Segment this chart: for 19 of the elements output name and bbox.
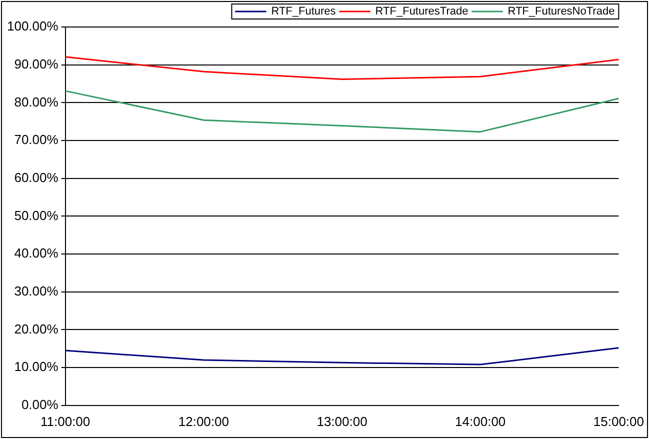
y-tick-label: 100.00% [6, 18, 59, 34]
x-tick-label: 11:00:00 [40, 414, 90, 429]
x-tick-label: 15:00:00 [593, 414, 644, 429]
y-tick-label: 10.00% [14, 359, 59, 374]
x-tick-label: 14:00:00 [455, 414, 506, 429]
y-tick-label: 20.00% [14, 321, 59, 336]
y-tick-label: 0.00% [21, 396, 59, 412]
y-tick-label: 80.00% [14, 94, 59, 110]
y-tick-label: 70.00% [14, 132, 59, 148]
x-tick-label: 13:00:00 [316, 414, 368, 429]
legend-label: RTF_Futures [271, 6, 336, 18]
y-tick-label: 30.00% [14, 283, 59, 298]
legend-label: RTF_FuturesTrade [375, 6, 468, 18]
x-tick-label: 12:00:00 [178, 414, 229, 429]
y-tick-label: 90.00% [14, 56, 59, 72]
y-tick-label: 40.00% [14, 246, 59, 261]
legend-label: RTF_FuturesNoTrade [508, 6, 615, 18]
y-tick-label: 60.00% [14, 170, 59, 185]
y-tick-label: 50.00% [14, 208, 59, 223]
